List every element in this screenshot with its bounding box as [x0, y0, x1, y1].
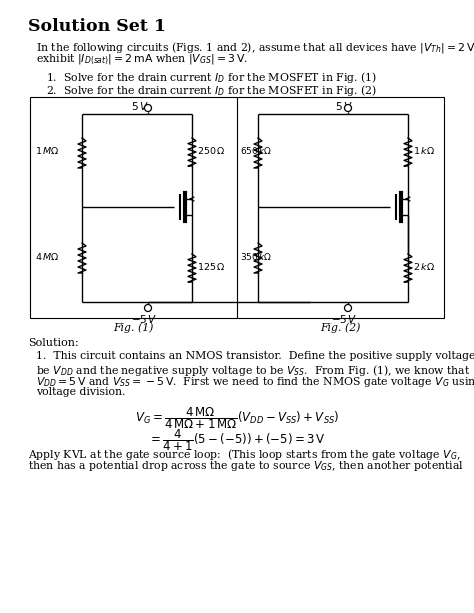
Text: 2.  Solve for the drain current $I_D$ for the MOSFET in Fig. (2): 2. Solve for the drain current $I_D$ for…: [46, 83, 377, 98]
Text: $1\,k\Omega$: $1\,k\Omega$: [413, 145, 435, 156]
Text: Fig. (2): Fig. (2): [320, 322, 361, 333]
Text: $4\,M\Omega$: $4\,M\Omega$: [35, 251, 60, 262]
Text: $2\,k\Omega$: $2\,k\Omega$: [413, 261, 435, 272]
Circle shape: [345, 305, 352, 311]
Text: $-5\,V$: $-5\,V$: [131, 313, 157, 325]
Text: Apply KVL at the gate source loop:  (This loop starts from the gate voltage $V_G: Apply KVL at the gate source loop: (This…: [28, 447, 461, 462]
Text: Solution:: Solution:: [28, 338, 79, 348]
Text: $650\,k\Omega$: $650\,k\Omega$: [240, 145, 272, 156]
Circle shape: [145, 305, 152, 311]
Circle shape: [145, 104, 152, 112]
Text: voltage division.: voltage division.: [36, 387, 126, 397]
Text: 1.  This circuit contains an NMOS transistor.  Define the positive supply voltag: 1. This circuit contains an NMOS transis…: [36, 351, 474, 361]
Text: $250\,\Omega$: $250\,\Omega$: [197, 145, 226, 156]
Text: $= \dfrac{4}{4+1}(5-(-5))+(-5) = 3\,\mathrm{V}$: $= \dfrac{4}{4+1}(5-(-5))+(-5) = 3\,\mat…: [148, 427, 326, 452]
Text: Fig. (1): Fig. (1): [113, 322, 154, 333]
Bar: [30, 97, 444, 318]
Text: 1.  Solve for the drain current $I_D$ for the MOSFET in Fig. (1): 1. Solve for the drain current $I_D$ for…: [46, 70, 377, 85]
Text: $5\,V$: $5\,V$: [131, 100, 149, 112]
Text: $5\,V$: $5\,V$: [335, 100, 353, 112]
Text: be $V_{DD}$ and the negative supply voltage to be $V_{SS}$.  From Fig. (1), we k: be $V_{DD}$ and the negative supply volt…: [36, 363, 471, 378]
Text: then has a potential drop across the gate to source $V_{GS}$, then another poten: then has a potential drop across the gat…: [28, 459, 464, 473]
Text: In the following circuits (Figs. 1 and 2), assume that all devices have $|V_{Th}: In the following circuits (Figs. 1 and 2…: [36, 40, 474, 55]
Text: Solution Set 1: Solution Set 1: [28, 18, 166, 35]
Text: $125\,\Omega$: $125\,\Omega$: [197, 261, 226, 272]
Text: $350\,k\Omega$: $350\,k\Omega$: [240, 251, 272, 262]
Circle shape: [345, 104, 352, 112]
Text: $V_G = \dfrac{4\,\mathrm{M}\Omega}{4\,\mathrm{M}\Omega + 1\,\mathrm{M}\Omega}(V_: $V_G = \dfrac{4\,\mathrm{M}\Omega}{4\,\m…: [135, 405, 339, 431]
Text: exhibit $|I_{D(sat)}| = 2\,\mathrm{mA}$ when $|V_{GS}| = 3\,\mathrm{V}$.: exhibit $|I_{D(sat)}| = 2\,\mathrm{mA}$ …: [36, 53, 248, 67]
Text: $1\,M\Omega$: $1\,M\Omega$: [35, 145, 60, 156]
Text: $-5\,V$: $-5\,V$: [331, 313, 357, 325]
Text: $V_{DD}=5\,\mathrm{V}$ and $V_{SS} = -5\,\mathrm{V}$.  First we need to find the: $V_{DD}=5\,\mathrm{V}$ and $V_{SS} = -5\…: [36, 375, 474, 389]
